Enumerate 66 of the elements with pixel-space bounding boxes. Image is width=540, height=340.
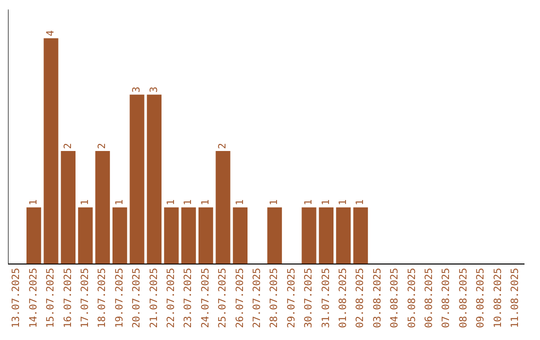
x-tick-label: 18.07.2025	[97, 268, 108, 328]
x-tick-label: 06.08.2025	[424, 268, 435, 328]
bar	[164, 207, 179, 264]
x-tick-label: 26.07.2025	[234, 268, 246, 328]
data-label: 1	[200, 199, 212, 206]
bar	[198, 207, 214, 264]
x-tick-label: 19.07.2025	[114, 268, 126, 328]
data-label: 1	[166, 199, 177, 206]
bar	[181, 207, 196, 264]
data-label: 1	[28, 199, 40, 206]
data-label: 2	[218, 142, 229, 149]
x-tick-label: 11.08.2025	[510, 268, 521, 328]
x-tick-label: 01.08.2025	[338, 268, 349, 328]
data-label: 1	[183, 199, 194, 206]
x-tick-label: 25.07.2025	[218, 268, 229, 328]
x-tick-label: 07.08.2025	[441, 268, 452, 328]
data-label: 3	[148, 86, 160, 93]
x-tick-label: 24.07.2025	[200, 268, 212, 328]
x-tick-label: 16.07.2025	[62, 268, 74, 328]
x-tick-label: 05.08.2025	[406, 268, 418, 328]
x-tick-label: 04.08.2025	[390, 268, 401, 328]
bar	[60, 150, 76, 264]
x-tick-label: 21.07.2025	[148, 268, 160, 328]
data-label: 1	[80, 199, 91, 206]
x-tick-label: 31.07.2025	[320, 268, 332, 328]
bar	[267, 207, 282, 264]
x-tick-label: 03.08.2025	[372, 268, 384, 328]
bar	[232, 207, 248, 264]
x-tick-label: 08.08.2025	[458, 268, 470, 328]
bar	[130, 94, 144, 264]
data-label: 1	[320, 199, 332, 206]
bar	[78, 207, 93, 264]
data-label: 1	[304, 199, 315, 206]
bar	[112, 207, 128, 264]
data-label: 2	[62, 142, 74, 149]
bar	[26, 207, 42, 264]
x-tick-label: 10.08.2025	[492, 268, 504, 328]
x-tick-label: 17.07.2025	[80, 268, 91, 328]
x-tick-label: 15.07.2025	[46, 268, 57, 328]
bar	[95, 150, 110, 264]
bar	[146, 94, 162, 264]
data-label: 1	[269, 199, 280, 206]
x-tick-label: 13.07.2025	[11, 268, 22, 328]
data-label: 3	[132, 86, 143, 93]
data-label: 1	[355, 199, 366, 206]
data-label: 4	[46, 30, 57, 36]
x-tick-label: 30.07.2025	[304, 268, 315, 328]
bar	[336, 207, 351, 264]
bar	[302, 207, 316, 264]
bar	[353, 207, 368, 264]
bar	[318, 207, 334, 264]
data-label: 2	[97, 142, 108, 149]
data-label: 1	[338, 199, 349, 206]
x-tick-label: 14.07.2025	[28, 268, 40, 328]
x-tick-label: 20.07.2025	[132, 268, 143, 328]
x-tick-label: 29.07.2025	[286, 268, 298, 328]
x-tick-label: 23.07.2025	[183, 268, 194, 328]
x-tick-label: 09.08.2025	[476, 268, 487, 328]
x-tick-label: 28.07.2025	[269, 268, 280, 328]
x-tick-label: 22.07.2025	[166, 268, 177, 328]
x-tick-label: 27.07.2025	[252, 268, 263, 328]
data-label: 1	[234, 199, 246, 206]
bar	[44, 38, 58, 264]
x-tick-label: 02.08.2025	[355, 268, 366, 328]
bar	[216, 150, 230, 264]
data-label: 1	[114, 199, 126, 206]
